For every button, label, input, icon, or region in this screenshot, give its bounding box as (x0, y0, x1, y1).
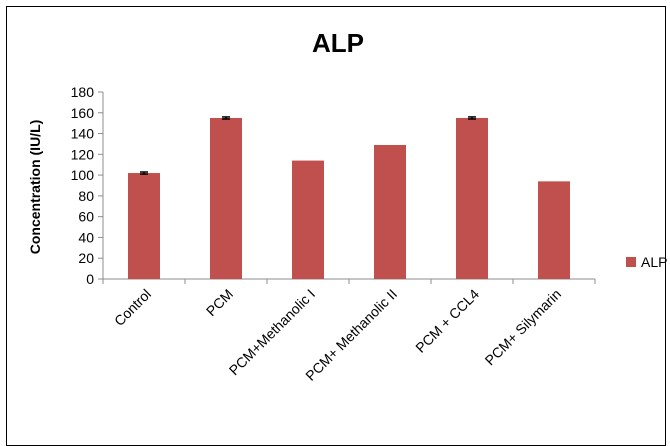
x-tick-label: PCM+ Methanolic II (302, 286, 400, 384)
y-tick-label: 100 (71, 167, 95, 183)
y-tick-label: 180 (71, 84, 95, 100)
bar (210, 117, 242, 279)
y-axis-label: Concentration (IU/L) (27, 120, 43, 255)
legend-label: ALP (641, 254, 667, 270)
bar (128, 173, 160, 279)
legend: ALP (626, 254, 667, 270)
y-tick-label: 140 (71, 126, 95, 142)
alp-bar-chart: ALP Concentration (IU/L) 0 20 40 60 80 100 120… (27, 28, 667, 384)
y-tick-label: 60 (78, 209, 94, 225)
bar (292, 160, 324, 279)
x-tick-label: PCM+Methanolic I (226, 286, 318, 378)
chart-title: ALP (312, 28, 364, 58)
x-tick-label: PCM+ Silymarin (482, 286, 565, 369)
bar (538, 181, 570, 279)
y-tick-label: 160 (71, 105, 95, 121)
x-tick-label: PCM + CCL4 (412, 286, 482, 356)
y-tick-label: 20 (78, 250, 94, 266)
bar (374, 144, 406, 279)
y-tick-label: 0 (86, 271, 94, 287)
legend-swatch (626, 257, 636, 267)
x-tick-label: Control (111, 286, 154, 329)
x-tick-label: PCM (203, 286, 236, 319)
y-tick-label: 80 (78, 188, 94, 204)
y-tick-label: 120 (71, 146, 95, 162)
bar (456, 117, 488, 279)
plot-area: 0 20 40 60 80 100 120 140 160 180 Control PCMPCM+Me… (71, 84, 596, 384)
y-tick-label: 40 (78, 229, 94, 245)
